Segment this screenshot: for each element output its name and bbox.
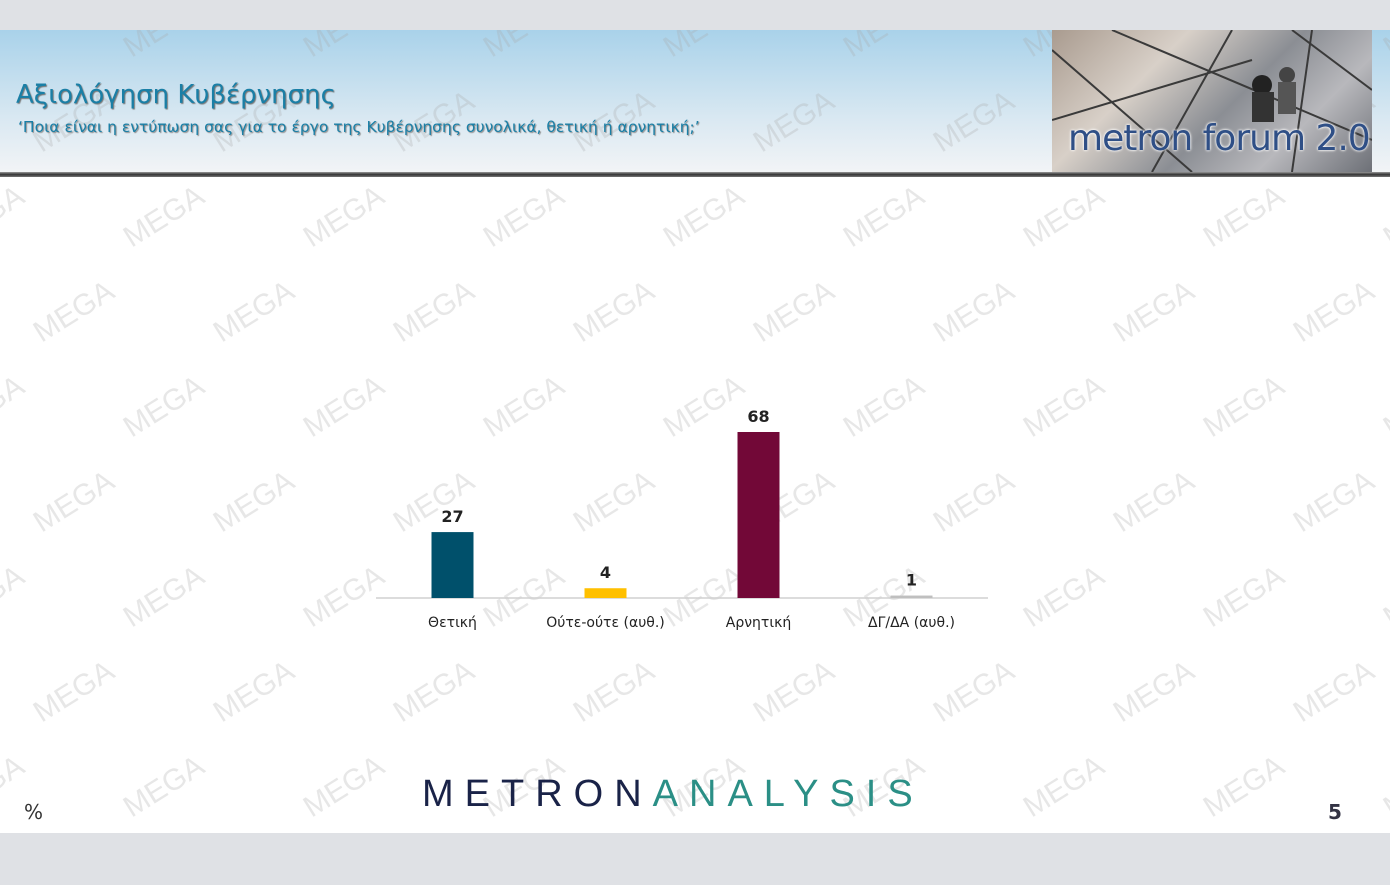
category-label: Θετική <box>428 615 477 631</box>
bar-chart: 27 Θετική 4 Ούτε-ούτε (αυθ.) 68 Αρνητική 1 ΔΓ/Δ… <box>376 407 988 631</box>
page-title: Αξιολόγηση Κυβέρνησης <box>16 80 336 110</box>
data-label: 4 <box>600 563 611 582</box>
slide: MEGA MEGA MEGA MEGA MEGA MEGA MEGA MEGA MEGA MEGA… <box>0 30 1390 833</box>
bar <box>431 532 474 598</box>
bar <box>890 595 933 598</box>
data-label: 68 <box>747 407 769 426</box>
category-label: Αρνητική <box>726 615 791 631</box>
header-divider <box>0 172 1390 177</box>
brand-part2: ANALYSIS <box>652 773 924 815</box>
category-label: ΔΓ/ΔΑ (αυθ.) <box>868 615 955 631</box>
bar <box>737 432 780 598</box>
page-subtitle: ‘Ποια είναι η εντύπωση σας για το έργο τ… <box>18 118 700 136</box>
data-label: 27 <box>441 507 463 526</box>
page-number: 5 <box>1328 800 1342 824</box>
metronanalysis-logo: METRONANALYSIS <box>422 773 924 816</box>
logo-text: metron forum 2.0 <box>1068 118 1371 159</box>
logo-pattern <box>1052 30 1372 172</box>
unit-label: % <box>24 800 44 824</box>
category-label: Ούτε-ούτε (αυθ.) <box>546 615 665 631</box>
bar <box>584 588 627 598</box>
data-label: 1 <box>906 571 917 590</box>
brand-part1: METRON <box>422 773 653 815</box>
metron-forum-logo: metron forum 2.0 <box>1052 30 1372 172</box>
